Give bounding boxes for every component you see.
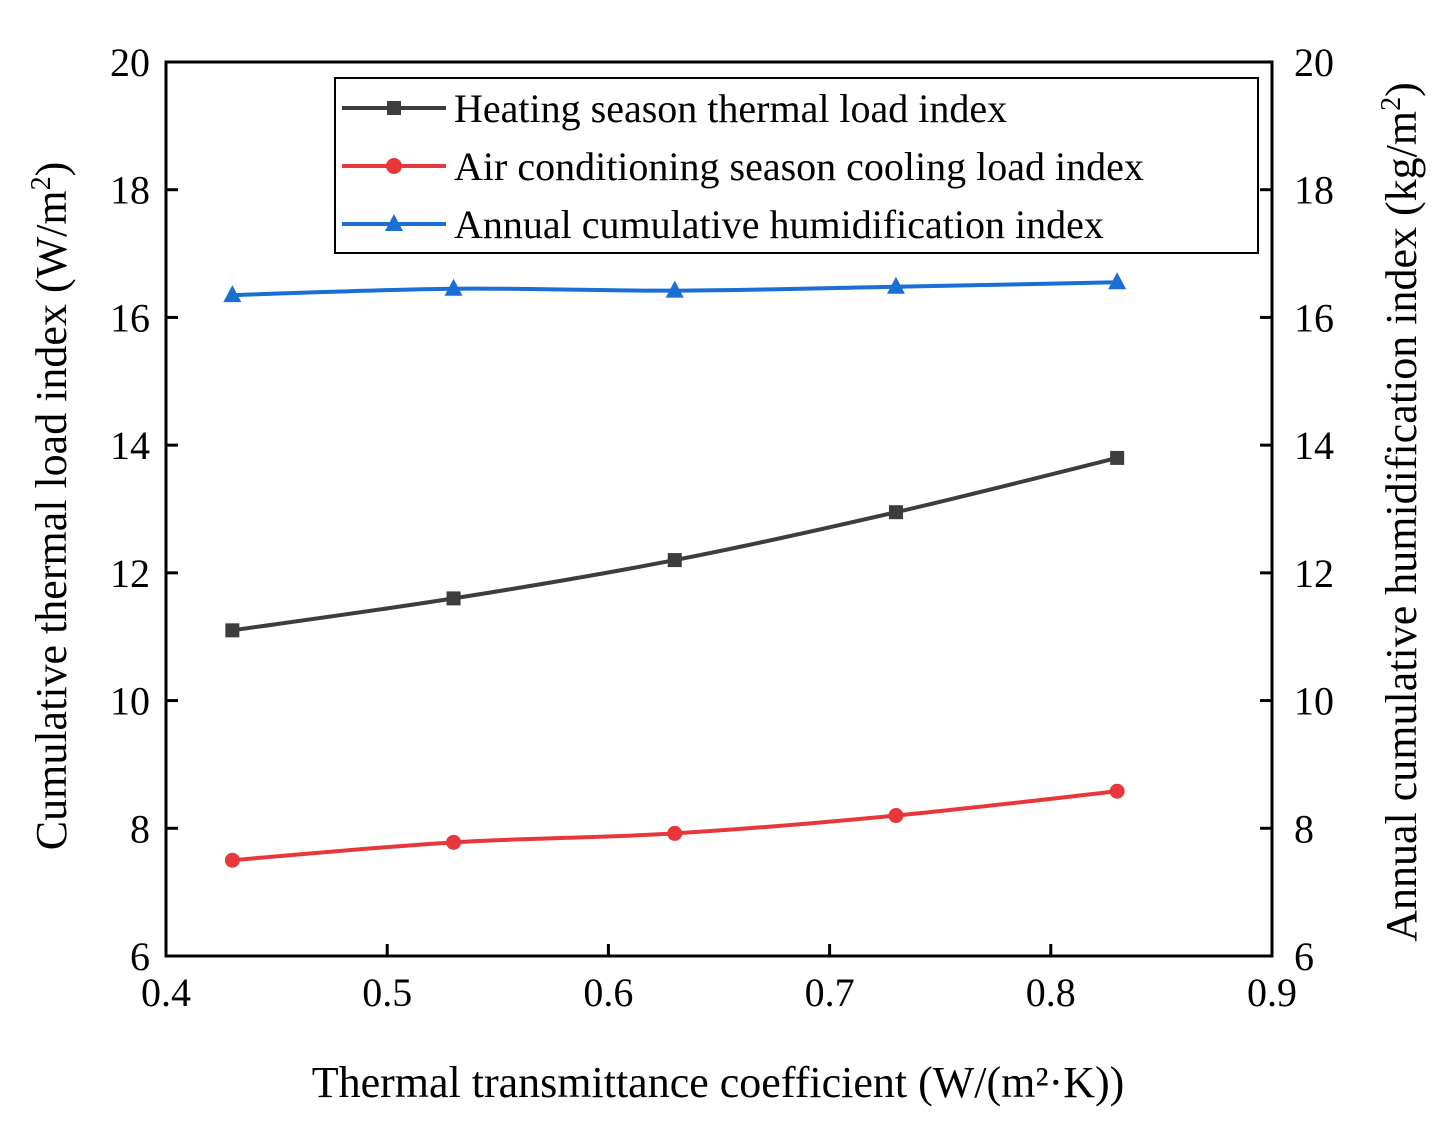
y-axis-right-title-sup: 2 xyxy=(1376,97,1407,111)
y-left-tick-label: 20 xyxy=(110,40,150,85)
y-axis-left-title-main: Cumulative thermal load index (W/m xyxy=(27,190,76,850)
legend-humidification-marker xyxy=(385,214,403,231)
data-point-triangle xyxy=(1108,272,1127,290)
data-point-circle xyxy=(667,825,683,841)
y-left-tick-label: 8 xyxy=(130,806,150,851)
data-point-circle xyxy=(1109,783,1125,799)
y-right-tick-label: 6 xyxy=(1294,934,1314,979)
legend-cooling-marker xyxy=(386,158,402,174)
y-axis-right-title: Annual cumulative humidification index (… xyxy=(1376,82,1426,942)
legend-item-heating: Heating season thermal load index xyxy=(342,86,1007,131)
y-axis-left-title-sup: 2 xyxy=(26,176,57,190)
series-line xyxy=(232,455,1118,633)
x-tick-label: 0.8 xyxy=(1026,970,1076,1015)
data-point-circle xyxy=(224,852,240,868)
y-right-tick-label: 18 xyxy=(1294,168,1334,213)
y-right-tick-label: 10 xyxy=(1294,679,1334,724)
x-tick-label: 0.5 xyxy=(362,970,412,1015)
data-point-square xyxy=(446,591,461,606)
legend: Heating season thermal load index Air co… xyxy=(334,77,1259,254)
x-tick-label: 0.6 xyxy=(583,970,633,1015)
legend-item-cooling: Air conditioning season cooling load ind… xyxy=(342,144,1144,189)
data-point-triangle xyxy=(444,278,463,296)
data-point-circle xyxy=(888,808,904,824)
y-right-tick-label: 16 xyxy=(1294,295,1334,340)
series-triangle xyxy=(223,272,1127,303)
data-point-square xyxy=(1110,450,1125,465)
y-right-tick-label: 14 xyxy=(1294,423,1334,468)
data-point-square xyxy=(225,623,240,638)
y-left-tick-label: 18 xyxy=(110,168,150,213)
legend-cooling-label: Air conditioning season cooling load ind… xyxy=(454,144,1144,189)
y-left-tick-label: 6 xyxy=(130,934,150,979)
x-tick-label: 0.4 xyxy=(141,970,191,1015)
legend-heating-label: Heating season thermal load index xyxy=(454,86,1007,131)
data-point-triangle xyxy=(223,285,242,303)
series-square xyxy=(225,450,1125,638)
x-tick-label: 0.9 xyxy=(1247,970,1297,1015)
y-axis-right-title-close: ) xyxy=(1377,82,1426,97)
plot-frame xyxy=(164,60,1274,958)
legend-item-humidification: Annual cumulative humidification index xyxy=(342,202,1104,247)
series-line xyxy=(232,789,1118,863)
x-axis-title: Thermal transmittance coefficient (W/(m²… xyxy=(312,1058,1125,1107)
y-axis-left-title: Cumulative thermal load index (W/m2) xyxy=(26,162,76,850)
y-right-tick-label: 20 xyxy=(1294,40,1334,85)
y-axis-left-title-close: ) xyxy=(27,162,76,177)
y-left-tick-label: 14 xyxy=(110,423,150,468)
data-point-square xyxy=(667,553,682,568)
series-layer xyxy=(223,272,1127,868)
x-tick-label: 0.7 xyxy=(805,970,855,1015)
legend-heating-marker xyxy=(387,101,401,115)
data-point-triangle xyxy=(886,276,905,294)
data-point-square xyxy=(888,505,903,520)
y-axis-right-title-main: Annual cumulative humidification index (… xyxy=(1377,111,1426,942)
y-right-tick-label: 12 xyxy=(1294,551,1334,596)
y-right-tick-label: 8 xyxy=(1294,806,1314,851)
series-circle xyxy=(224,783,1125,868)
axis-ticks: 0.4 0.5 0.6 0.7 0.8 0.96810121416182068101214… xyxy=(110,40,1334,1015)
legend-box xyxy=(334,77,1259,254)
data-point-circle xyxy=(446,834,462,850)
y-left-tick-label: 10 xyxy=(110,679,150,724)
y-left-tick-label: 12 xyxy=(110,551,150,596)
legend-humidification-label: Annual cumulative humidification index xyxy=(454,202,1104,247)
data-point-triangle xyxy=(665,280,684,298)
y-left-tick-label: 16 xyxy=(110,295,150,340)
